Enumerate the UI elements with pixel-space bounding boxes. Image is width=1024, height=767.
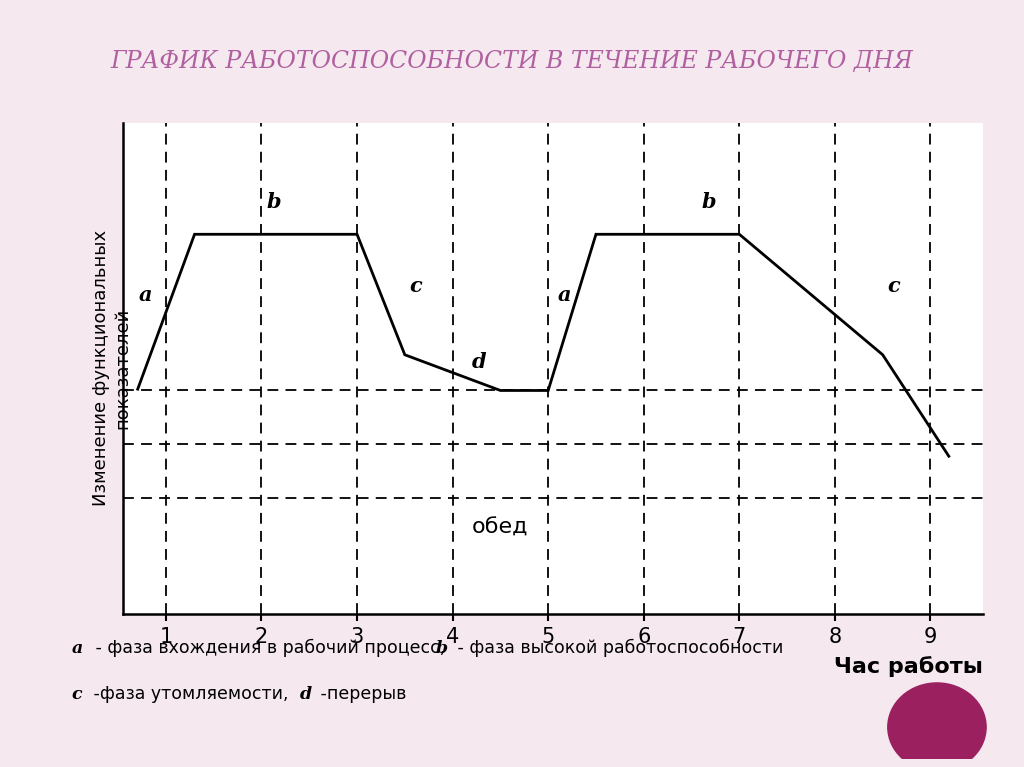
- Circle shape: [888, 683, 986, 767]
- Text: a: a: [139, 285, 153, 305]
- Text: c: c: [72, 686, 82, 703]
- Text: d: d: [472, 352, 486, 372]
- Text: a: a: [72, 640, 83, 657]
- Text: b: b: [701, 192, 716, 212]
- Text: c: c: [888, 276, 900, 296]
- Text: c: c: [410, 276, 422, 296]
- Text: b: b: [435, 640, 447, 657]
- Text: d: d: [300, 686, 312, 703]
- Text: ГРАФИК РАБОТОСПОСОБНОСТИ В ТЕЧЕНИЕ РАБОЧЕГО ДНЯ: ГРАФИК РАБОТОСПОСОБНОСТИ В ТЕЧЕНИЕ РАБОЧ…: [111, 50, 913, 73]
- Text: - фаза вхождения в рабочий процесс,: - фаза вхождения в рабочий процесс,: [90, 639, 451, 657]
- Text: -фаза утомляемости,: -фаза утомляемости,: [88, 685, 294, 703]
- Text: b: b: [266, 192, 281, 212]
- Text: -перерыв: -перерыв: [315, 685, 407, 703]
- Text: - фаза высокой работоспособности: - фаза высокой работоспособности: [452, 639, 783, 657]
- Text: обед: обед: [472, 517, 528, 537]
- X-axis label: Час работы: Час работы: [835, 656, 983, 676]
- Text: a: a: [558, 285, 571, 305]
- Y-axis label: Изменение функциональных
показателей: Изменение функциональных показателей: [92, 230, 131, 506]
